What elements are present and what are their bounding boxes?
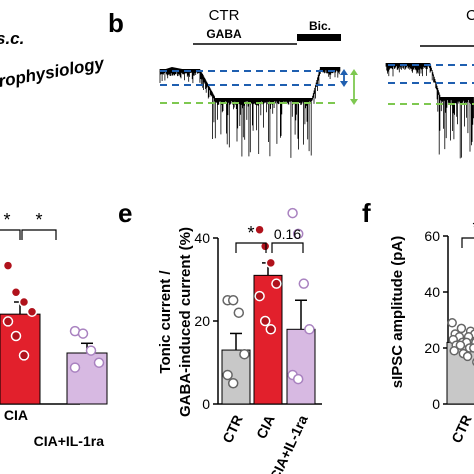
y-axis-label-e-line1: Tonic current / (157, 270, 174, 374)
gaba-arrow-green (350, 69, 358, 105)
y-tick-label: 0 (432, 396, 440, 412)
data-point (227, 295, 239, 306)
x-tick-label: CIA+IL-1ra (34, 433, 105, 449)
data-point (18, 296, 30, 308)
x-tick-label: CIA (4, 407, 28, 423)
y-axis-label-e-line2: GABA-induced current (%) (177, 227, 194, 417)
bar-cia-il-1ra (286, 328, 316, 405)
chart-panel-f: f sIPSC amplitude (pA) 0 20 40 60 CTR * (362, 198, 474, 445)
trace-path (385, 63, 474, 159)
data-point (2, 260, 14, 271)
data-point (265, 257, 277, 269)
data-point (455, 340, 466, 350)
data-point (287, 207, 298, 219)
bar-cia (0, 313, 41, 405)
data-point (462, 351, 473, 362)
data-point (26, 306, 38, 317)
data-point (18, 350, 30, 361)
data-point (10, 287, 22, 298)
data-point (469, 343, 474, 353)
data-point (292, 373, 304, 385)
panel-label-b: b (108, 8, 124, 38)
x-tick-label: CIA (253, 413, 278, 442)
data-point (265, 324, 277, 335)
bic-label: Bic. (309, 19, 331, 33)
data-point (271, 278, 282, 289)
data-point (259, 241, 271, 252)
trace-path (159, 67, 341, 158)
significance-label: * (3, 210, 10, 230)
significance-bracket (461, 237, 474, 248)
tonic-arrow-blue (340, 69, 348, 87)
chart-panel-e: e Tonic current / GABA-induced current (… (118, 198, 322, 474)
significance-bracket (271, 242, 304, 253)
significance-label: * (472, 218, 474, 238)
data-point (298, 278, 310, 289)
current-trace-ctr (159, 66, 341, 158)
data-point (85, 345, 97, 356)
data-point (10, 330, 22, 342)
y-tick-label: 40 (424, 284, 440, 300)
data-point (456, 323, 467, 334)
method-label-electrophysiology: trophysiology (0, 53, 107, 91)
trace-panel-b: b CTR C GABA Bic. (108, 7, 474, 159)
y-tick-label: 40 (194, 230, 210, 246)
significance-bracket (0, 229, 21, 240)
current-trace-second (385, 63, 474, 159)
panel-label-f: f (362, 198, 371, 228)
data-point (239, 348, 250, 360)
data-point (447, 318, 457, 328)
significance-bracket (21, 229, 57, 240)
significance-label: * (247, 223, 254, 243)
data-point (222, 369, 233, 381)
y-axis-label-f: sIPSC amplitude (pA) (389, 236, 406, 389)
data-point (69, 362, 81, 373)
panel-label-e: e (118, 198, 132, 228)
bic-application-bar (297, 34, 341, 41)
data-point (292, 228, 304, 240)
data-point (77, 328, 89, 339)
data-point (233, 307, 245, 318)
x-tick-label: CTR (448, 413, 474, 446)
data-point (2, 316, 14, 327)
gaba-label: GABA (206, 27, 242, 41)
y-tick-label: 60 (424, 228, 440, 244)
data-point (227, 378, 239, 389)
data-point (304, 324, 315, 335)
y-tick-label: 20 (194, 313, 210, 329)
data-point (254, 290, 265, 302)
ctr2-condition-label: C (466, 7, 474, 24)
data-point (259, 315, 271, 327)
significance-label: * (35, 210, 42, 230)
significance-label: 0.16 (274, 226, 301, 242)
significance-bracket (235, 242, 267, 253)
y-tick-label: 0 (202, 396, 210, 412)
method-label-sc: s.c. (0, 29, 24, 48)
data-point (449, 346, 459, 356)
data-point (93, 357, 105, 368)
data-point (254, 224, 265, 235)
chart-panel-d: CIA CIA+IL-1ra * * (0, 210, 108, 449)
ctr-condition-label: CTR (209, 7, 240, 24)
x-tick-label: CTR (219, 413, 246, 446)
y-tick-label: 20 (424, 340, 440, 356)
